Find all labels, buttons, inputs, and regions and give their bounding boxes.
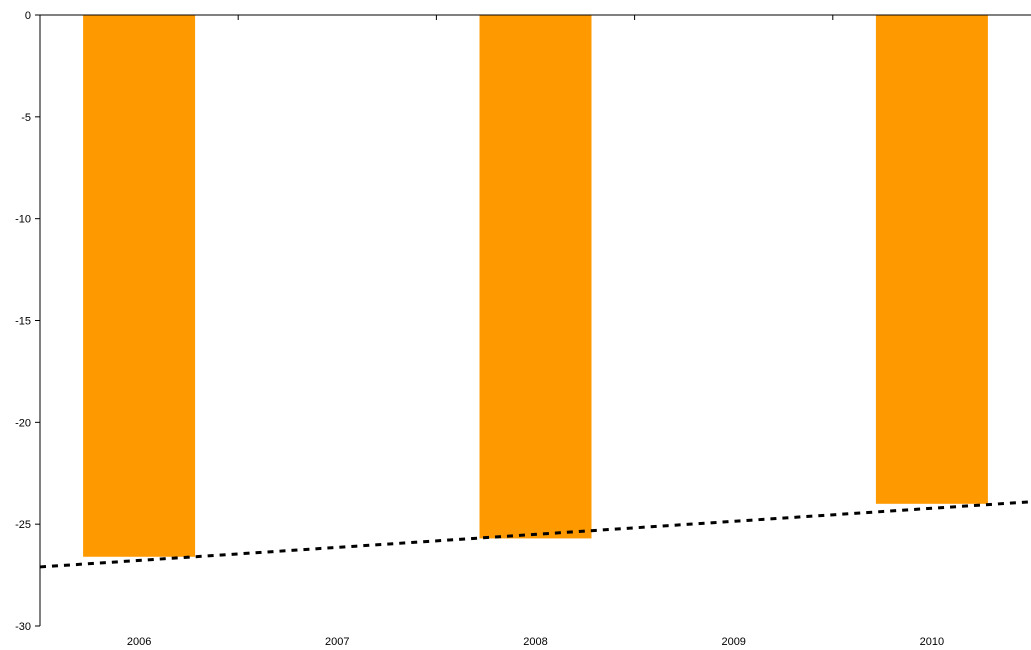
y-tick-label: -10 bbox=[15, 214, 31, 226]
x-tick-label: 2009 bbox=[721, 636, 745, 648]
y-tick-label: -15 bbox=[15, 316, 31, 328]
y-tick-label: -5 bbox=[21, 112, 31, 124]
bar-2010 bbox=[875, 15, 988, 504]
x-tick-label: 2007 bbox=[325, 636, 349, 648]
x-tick-label: 2008 bbox=[523, 636, 547, 648]
x-tick-label: 2010 bbox=[920, 636, 944, 648]
y-tick-label: -25 bbox=[15, 519, 31, 531]
trendline bbox=[39, 500, 1031, 569]
y-tick-label: -30 bbox=[15, 621, 31, 633]
y-tick-label: 0 bbox=[25, 10, 31, 22]
bar-2008 bbox=[479, 15, 592, 539]
x-tick-label: 2006 bbox=[127, 636, 151, 648]
bar-2006 bbox=[83, 15, 196, 557]
y-tick-label: -20 bbox=[15, 417, 31, 429]
